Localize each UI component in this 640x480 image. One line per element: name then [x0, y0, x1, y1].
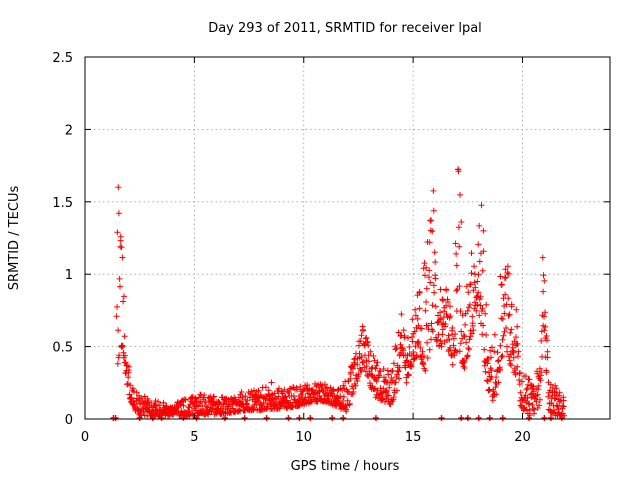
- zero-data-point: [558, 415, 565, 421]
- zero-data-point: [372, 415, 379, 421]
- zero-data-point: [438, 415, 445, 421]
- zero-data-point: [464, 415, 471, 421]
- y-axis-label: SRMTID / TECUs: [7, 186, 22, 291]
- zero-data-point: [307, 415, 314, 421]
- x-tick-label: 20: [514, 430, 531, 445]
- y-tick-label: 0: [65, 413, 73, 428]
- x-tick-label: 0: [81, 430, 89, 445]
- tick-layer: 0 5 10 15 20 0 0.5 1 1.5 2 2.5: [52, 51, 610, 445]
- x-tick-label: 15: [405, 430, 422, 445]
- zero-data-point: [296, 415, 303, 421]
- y-tick-label: 0.5: [52, 341, 73, 356]
- zero-data-point: [180, 415, 187, 421]
- y-tick-label: 2: [65, 123, 73, 138]
- x-tick-label: 5: [190, 430, 198, 445]
- grid-layer: [85, 57, 610, 419]
- zero-data-point: [499, 415, 506, 421]
- zero-data-point: [486, 415, 493, 421]
- zero-data-point: [547, 415, 554, 421]
- data-layer: [110, 166, 568, 421]
- zero-data-point: [458, 415, 465, 421]
- zero-data-point: [526, 415, 533, 421]
- x-tick-label: 10: [295, 430, 312, 445]
- zero-data-point: [112, 415, 119, 421]
- x-axis-label: GPS time / hours: [291, 459, 400, 474]
- zero-data-point: [340, 415, 347, 421]
- data-point-markers: [113, 166, 568, 420]
- zero-data-point: [541, 415, 548, 421]
- zero-data-point: [149, 415, 156, 421]
- zero-data-point: [222, 415, 228, 421]
- zero-data-point: [263, 415, 270, 421]
- zero-data-point: [158, 415, 165, 421]
- zero-data-point: [241, 415, 248, 421]
- y-tick-label: 2.5: [52, 51, 73, 66]
- zero-data-point: [475, 415, 482, 421]
- zero-data-point: [136, 415, 143, 421]
- zero-data-point: [285, 415, 292, 421]
- chart-title: Day 293 of 2011, SRMTID for receiver lpa…: [208, 21, 482, 36]
- plot-frame: [84, 56, 611, 420]
- y-tick-label: 1.5: [52, 196, 73, 211]
- y-tick-label: 1: [65, 268, 73, 283]
- zero-data-point: [329, 415, 336, 421]
